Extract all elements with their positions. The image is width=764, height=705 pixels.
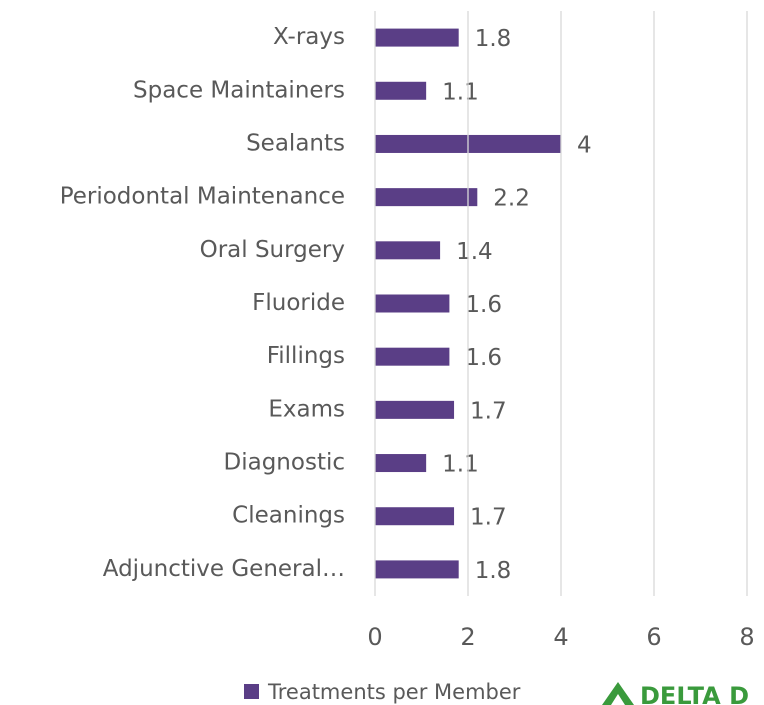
y-tick-label: Exams	[268, 396, 345, 422]
value-label: 1.4	[456, 239, 493, 265]
bar	[375, 454, 427, 473]
y-tick-label: Space Maintainers	[133, 77, 345, 103]
logo-icon	[602, 682, 634, 705]
y-tick-label: Fillings	[267, 343, 345, 369]
value-label: 1.8	[475, 558, 512, 584]
value-label: 1.6	[465, 292, 502, 318]
bar	[375, 81, 427, 100]
value-label: 2.2	[493, 186, 530, 212]
legend-label: Treatments per Member	[267, 680, 521, 704]
value-label: 1.8	[475, 26, 512, 52]
bar	[375, 294, 450, 313]
value-label: 1.1	[442, 452, 479, 478]
bar	[375, 507, 455, 526]
y-tick-label: Diagnostic	[224, 450, 345, 476]
value-label: 4	[577, 132, 592, 158]
bar	[375, 241, 441, 260]
x-tick-label: 4	[553, 623, 568, 651]
value-label: 1.1	[442, 79, 479, 105]
logo: DELTA D	[602, 682, 749, 705]
bar	[375, 188, 478, 207]
y-tick-label: Periodontal Maintenance	[60, 184, 345, 210]
x-tick-label: 8	[739, 623, 754, 651]
value-label: 1.7	[470, 505, 507, 531]
value-label: 1.6	[465, 345, 502, 371]
x-tick-label: 0	[367, 623, 382, 651]
legend-swatch	[244, 684, 259, 699]
bar	[375, 28, 459, 47]
y-tick-label: Oral Surgery	[200, 237, 345, 263]
value-label: 1.7	[470, 398, 507, 424]
bar	[375, 560, 459, 579]
logo-text: DELTA D	[640, 682, 749, 705]
bar	[375, 347, 450, 366]
y-tick-label: X-rays	[273, 24, 345, 50]
y-tick-label: Adjunctive General…	[103, 556, 345, 582]
x-tick-label: 2	[460, 623, 475, 651]
y-tick-label: Cleanings	[232, 503, 345, 529]
x-tick-label: 6	[646, 623, 661, 651]
y-tick-label: Fluoride	[252, 290, 345, 316]
bar	[375, 400, 455, 419]
y-tick-label: Sealants	[246, 130, 345, 156]
